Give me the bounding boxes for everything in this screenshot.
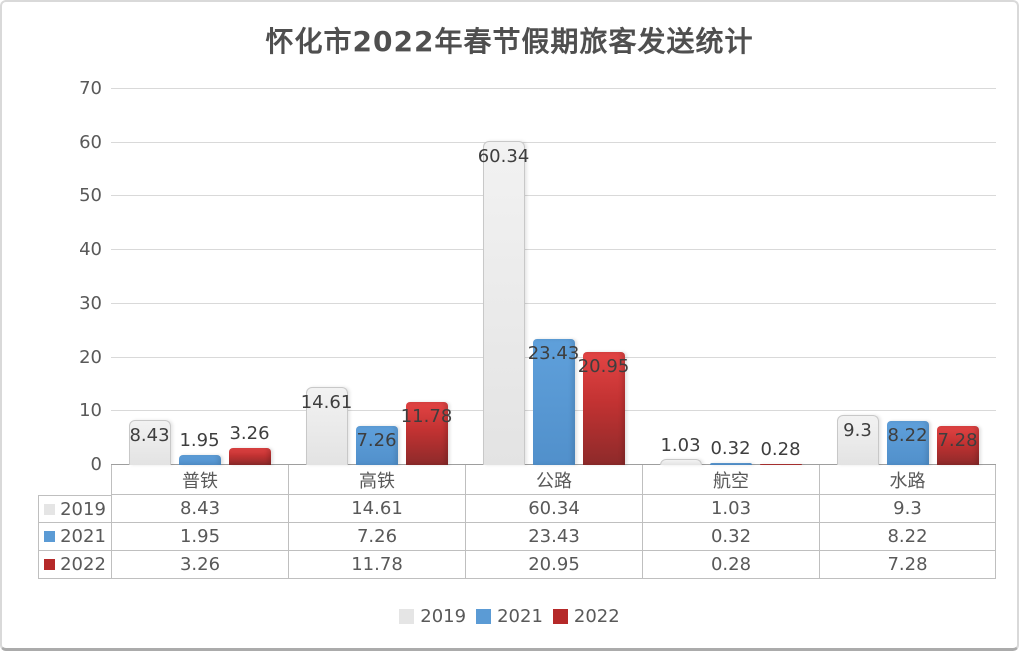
category-group-公路: 60.34 23.43 20.95 (465, 89, 642, 465)
table-value-cell: 0.32 (642, 523, 819, 551)
category-group-航空: 1.03 0.32 0.28 (642, 89, 819, 465)
data-label: 7.28 (937, 429, 978, 451)
data-label: 23.43 (527, 343, 580, 365)
legend-item-2022: 2022 (552, 606, 620, 627)
legend: 2019 2021 2022 (2, 606, 1017, 627)
gridline-40 (111, 249, 996, 251)
series-key-swatch (44, 559, 56, 570)
series-name: 2022 (60, 554, 106, 575)
data-label: 3.26 (229, 422, 270, 444)
table-series-label: 2022 (38, 551, 111, 579)
series-name: 2021 (60, 526, 106, 547)
table-value-cell: 1.03 (642, 495, 819, 523)
gridline-30 (111, 302, 996, 304)
y-tick-label: 20 (79, 346, 102, 368)
legend-key-swatch (552, 609, 568, 624)
category-group-水路: 9.3 8.22 7.28 (819, 89, 996, 465)
category-group-普铁: 8.43 1.95 3.26 (111, 89, 288, 465)
table-value-cell: 1.95 (111, 523, 288, 551)
gridline-60 (111, 141, 996, 143)
table-value-cell: 7.26 (288, 523, 465, 551)
y-tick-label: 70 (79, 78, 102, 99)
table-value-cell: 0.28 (642, 551, 819, 579)
table-category-header: 水路 (819, 465, 996, 495)
bar-2021-普铁: 1.95 (178, 430, 221, 465)
table-series-label: 2021 (38, 523, 111, 551)
bar-groups: 8.43 1.95 3.26 14.61 7.26 11.78 60.34 23.43 20.9… (111, 89, 996, 465)
gridline-70 (111, 88, 996, 89)
table-value-cell: 20.95 (465, 551, 642, 579)
data-label: 8.43 (129, 424, 170, 446)
series-key-swatch (44, 531, 56, 542)
legend-key-swatch (476, 609, 492, 624)
table-value-cell: 8.22 (819, 523, 996, 551)
bar-2022-普铁: 3.26 (228, 423, 271, 465)
table-value-cell: 14.61 (288, 495, 465, 523)
legend-label: 2022 (573, 606, 620, 627)
y-tick-label: 0 (90, 454, 102, 475)
y-tick-label: 30 (79, 292, 102, 314)
legend-item-2021: 2021 (476, 606, 543, 627)
data-table: 普铁 高铁 公路 航空 水路 2019 8.43 14.61 60.34 1.03 9.3 2021 1… (38, 465, 996, 579)
bar-2022-航空: 0.28 (759, 439, 802, 465)
table-value-cell: 11.78 (288, 551, 465, 579)
bar-2021-航空: 0.32 (709, 438, 752, 465)
data-label: 60.34 (477, 145, 530, 167)
table-series-label: 2019 (38, 495, 111, 523)
bar-2019-公路: 60.34 (478, 140, 529, 465)
legend-item-2019: 2019 (399, 606, 466, 627)
y-tick-label: 50 (79, 185, 102, 207)
bar-2019-普铁: 8.43 (128, 419, 171, 465)
bar-2021-高铁: 7.26 (355, 426, 398, 465)
y-tick-label: 60 (79, 131, 102, 153)
bar-2022-公路: 20.95 (578, 352, 629, 465)
legend-label: 2021 (497, 606, 543, 627)
bar-2019-水路: 9.3 (836, 415, 879, 465)
bar-2022-高铁: 11.78 (401, 401, 452, 465)
data-label: 1.03 (660, 435, 701, 457)
y-tick-label: 40 (79, 239, 102, 261)
legend-key-swatch (399, 609, 415, 624)
table-value-cell: 23.43 (465, 523, 642, 551)
category-group-高铁: 14.61 7.26 11.78 (288, 89, 465, 465)
table-category-header: 普铁 (111, 465, 288, 495)
gridline-50 (111, 195, 996, 197)
table-corner-cell (38, 465, 111, 495)
table-category-header: 高铁 (288, 465, 465, 495)
data-label: 7.26 (356, 430, 397, 452)
data-label: 9.3 (843, 420, 872, 442)
series-name: 2019 (60, 498, 106, 520)
bar-2019-高铁: 14.61 (301, 386, 352, 465)
data-label: 8.22 (887, 424, 928, 446)
data-label: 20.95 (577, 356, 630, 378)
table-value-cell: 9.3 (819, 495, 996, 523)
bar-2021-水路: 8.22 (886, 420, 929, 465)
data-label: 14.61 (300, 391, 353, 413)
chart-title: 怀化市2022年春节假期旅客发送统计 (265, 25, 754, 58)
legend-label: 2019 (420, 606, 467, 627)
plot-area: 8.43 1.95 3.26 14.61 7.26 11.78 60.34 23.43 20.9… (111, 88, 996, 465)
y-tick-label: 10 (79, 400, 102, 422)
table-value-cell: 7.28 (819, 551, 996, 579)
bar-2021-公路: 23.43 (528, 339, 579, 465)
table-category-header: 公路 (465, 465, 642, 495)
series-key-swatch (44, 503, 56, 515)
table-category-header: 航空 (642, 465, 819, 495)
bar-2022-水路: 7.28 (936, 425, 979, 465)
data-label: 11.78 (400, 405, 453, 427)
bar-2019-航空: 1.03 (659, 435, 702, 465)
data-label: 1.95 (179, 429, 220, 451)
table-value-cell: 8.43 (111, 495, 288, 523)
data-label: 0.28 (760, 438, 801, 460)
data-label: 0.32 (710, 438, 751, 460)
table-value-cell: 60.34 (465, 495, 642, 523)
table-value-cell: 3.26 (111, 551, 288, 579)
